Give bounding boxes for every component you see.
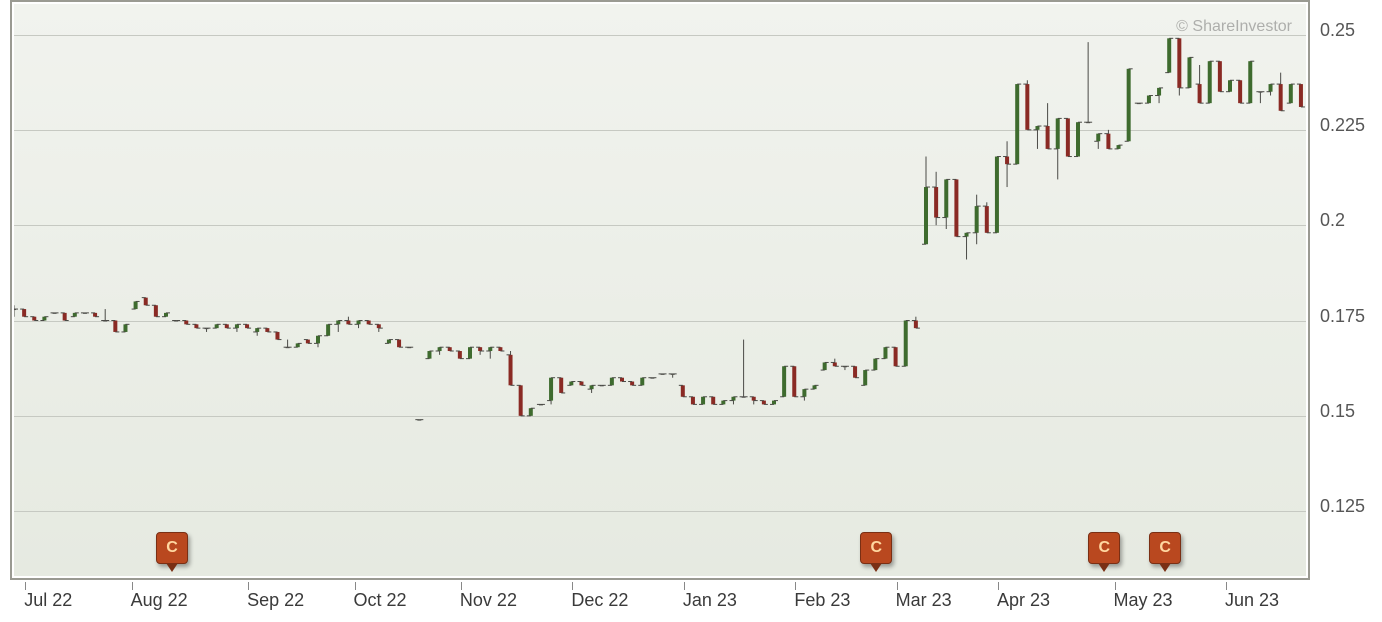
y-axis-tick-label: 0.175 [1320, 306, 1365, 327]
x-axis-tick-label: Jun 23 [1225, 590, 1279, 611]
x-axis-tick-label: Apr 23 [997, 590, 1050, 611]
x-axis-tick-label: Dec 22 [571, 590, 628, 611]
y-axis-tick-label: 0.125 [1320, 496, 1365, 517]
price-chart[interactable]: © ShareInvestor CCCC [10, 0, 1310, 580]
x-axis-tick-label: Sep 22 [247, 590, 304, 611]
candlestick-series [14, 4, 1306, 576]
y-axis: 0.125 0.15 0.175 0.2 0.225 0.25 [1320, 0, 1380, 580]
chart-event-marker[interactable]: C [860, 532, 892, 564]
chart-event-marker[interactable]: C [1088, 532, 1120, 564]
x-axis-tick-label: Jul 22 [24, 590, 72, 611]
chart-plot-area: © ShareInvestor CCCC [14, 4, 1306, 576]
x-axis-tick-label: Feb 23 [794, 590, 850, 611]
x-axis-tick-label: Aug 22 [131, 590, 188, 611]
chart-event-marker[interactable]: C [156, 532, 188, 564]
x-axis-tick-label: May 23 [1114, 590, 1173, 611]
x-axis-tick-label: Mar 23 [896, 590, 952, 611]
y-axis-tick-label: 0.15 [1320, 401, 1355, 422]
x-axis-tick-label: Nov 22 [460, 590, 517, 611]
y-axis-tick-label: 0.2 [1320, 210, 1345, 231]
y-axis-tick-label: 0.25 [1320, 20, 1355, 41]
x-axis: Jul 22 Aug 22 Sep 22 Oct 22 Nov 22 Dec 22 Jan … [10, 582, 1310, 622]
y-axis-tick-label: 0.225 [1320, 115, 1365, 136]
x-axis-tick-label: Oct 22 [354, 590, 407, 611]
chart-event-marker[interactable]: C [1149, 532, 1181, 564]
x-axis-tick-label: Jan 23 [683, 590, 737, 611]
watermark-text: © ShareInvestor [1176, 18, 1292, 36]
